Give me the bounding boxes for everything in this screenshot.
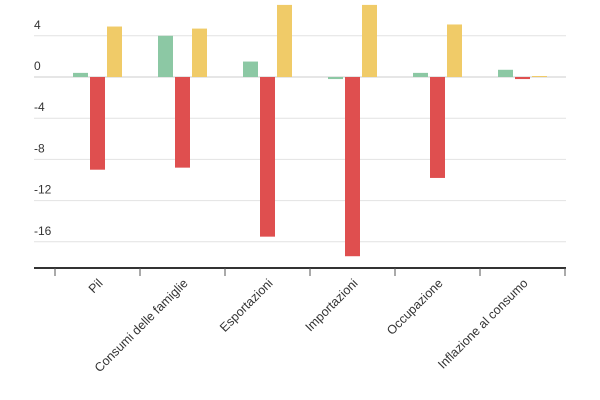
- bar: [107, 26, 122, 78]
- y-tick-label: -12: [34, 183, 52, 197]
- y-tick-label: -16: [34, 224, 52, 238]
- x-axis: [34, 267, 566, 276]
- bar: [243, 61, 258, 77]
- bar: [260, 77, 275, 237]
- y-tick-label: 0: [34, 59, 41, 73]
- bar: [532, 76, 547, 77]
- x-category-label: Pil: [86, 276, 106, 296]
- y-tick-label: -8: [34, 141, 45, 155]
- bar: [345, 77, 360, 257]
- x-category-label: Esportazioni: [217, 276, 276, 335]
- bar: [73, 72, 88, 77]
- bar: [175, 77, 190, 168]
- gridlines: [34, 35, 566, 243]
- bar: [413, 72, 428, 77]
- bar: [192, 28, 207, 77]
- bars: [73, 4, 547, 257]
- bar: [498, 69, 513, 77]
- bar: [328, 77, 343, 80]
- y-tick-label: -4: [34, 100, 45, 114]
- x-category-label: Occupazione: [384, 276, 446, 338]
- x-category-label: Inflazione al consumo: [435, 276, 530, 371]
- bar: [90, 77, 105, 170]
- bar: [515, 77, 530, 80]
- bar: [277, 4, 292, 77]
- bar: [447, 24, 462, 77]
- x-category-label: Consumi delle famiglie: [92, 276, 191, 375]
- y-tick-label: 4: [34, 18, 41, 32]
- bar: [430, 77, 445, 178]
- bar: [362, 4, 377, 77]
- bar: [158, 35, 173, 77]
- x-category-label: Importazioni: [303, 276, 361, 334]
